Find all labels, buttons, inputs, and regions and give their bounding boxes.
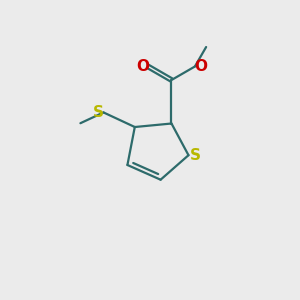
Text: S: S: [93, 105, 104, 120]
Text: O: O: [136, 59, 149, 74]
Text: S: S: [190, 148, 201, 163]
Text: O: O: [194, 59, 207, 74]
